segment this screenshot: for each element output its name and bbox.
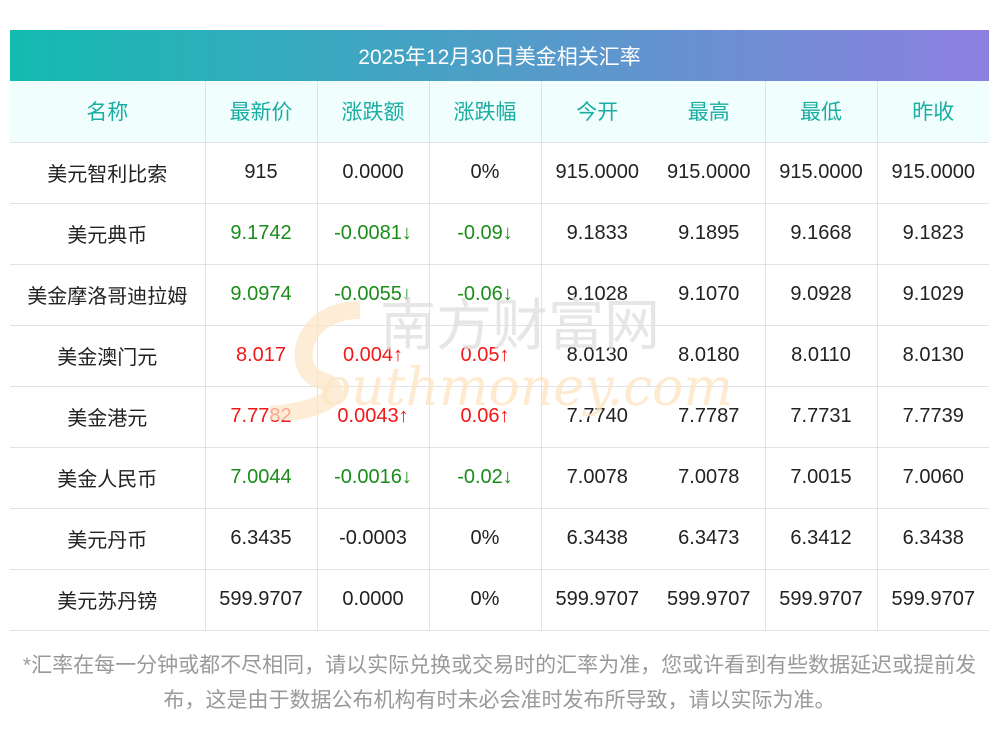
cell-low: 7.7731 [765,386,878,448]
cell-pct: 0% [429,142,542,204]
cell-high: 8.0180 [653,325,766,387]
cell-prev: 599.9707 [877,569,989,631]
header-price: 最新价 [205,81,318,143]
table-row: 美金摩洛哥迪拉姆 9.0974 -0.0055↓ -0.06↓ 9.1028 9.1070… [10,264,989,326]
cell-open: 9.1833 [541,203,653,265]
table-row: 美元苏丹镑 599.9707 0.0000 0% 599.9707 599.9707 599… [10,569,989,631]
cell-low: 9.0928 [765,264,878,326]
cell-high: 9.1070 [653,264,766,326]
cell-price: 7.0044 [205,447,318,509]
cell-high: 915.0000 [653,142,766,204]
cell-low: 6.3412 [765,508,878,570]
header-high: 最高 [653,81,766,143]
cell-open: 7.0078 [541,447,653,509]
cell-name: 美元苏丹镑 [10,569,206,631]
cell-pct: 0.06↑ [429,386,542,448]
cell-name: 美金摩洛哥迪拉姆 [10,264,206,326]
cell-prev: 7.0060 [877,447,989,509]
cell-change: 0.0043↑ [317,386,430,448]
header-change: 涨跌额 [317,81,430,143]
cell-high: 7.0078 [653,447,766,509]
cell-price: 599.9707 [205,569,318,631]
cell-change: -0.0055↓ [317,264,430,326]
cell-pct: 0% [429,508,542,570]
cell-price: 915 [205,142,318,204]
disclaimer-note: *汇率在每一分钟或都不尽相同，请以实际兑换或交易时的汇率为准，您或许看到有些数据… [22,654,977,712]
table-row: 美元典币 9.1742 -0.0081↓ -0.09↓ 9.1833 9.1895 9.16… [10,203,989,265]
cell-price: 9.0974 [205,264,318,326]
header-prev: 昨收 [877,81,989,143]
table-row: 美金人民币 7.0044 -0.0016↓ -0.02↓ 7.0078 7.0078 7.0… [10,447,989,509]
cell-change: 0.0000 [317,142,430,204]
cell-low: 8.0110 [765,325,878,387]
cell-open: 9.1028 [541,264,653,326]
cell-prev: 9.1823 [877,203,989,265]
table-row: 美元智利比索 915 0.0000 0% 915.0000 915.0000 915.000… [10,142,989,204]
cell-name: 美元典币 [10,203,206,265]
cell-name: 美金港元 [10,386,206,448]
cell-high: 6.3473 [653,508,766,570]
table-row: 美元丹币 6.3435 -0.0003 0% 6.3438 6.3473 6.3412 6.3… [10,508,989,570]
cell-change: -0.0081↓ [317,203,430,265]
header-low: 最低 [765,81,878,143]
cell-prev: 7.7739 [877,386,989,448]
cell-open: 8.0130 [541,325,653,387]
cell-low: 599.9707 [765,569,878,631]
table-header-row: 名称 最新价 涨跌额 涨跌幅 今开 最高 最低 昨收 [10,81,989,143]
cell-open: 599.9707 [541,569,653,631]
cell-price: 8.017 [205,325,318,387]
cell-low: 9.1668 [765,203,878,265]
cell-name: 美金澳门元 [10,325,206,387]
cell-price: 7.7782 [205,386,318,448]
cell-pct: -0.02↓ [429,447,542,509]
page-title: 2025年12月30日美金相关汇率 [10,30,989,81]
cell-high: 9.1895 [653,203,766,265]
exchange-rate-table: 名称 最新价 涨跌额 涨跌幅 今开 最高 最低 昨收 美元智利比索 915 0.00… [10,81,989,631]
cell-prev: 8.0130 [877,325,989,387]
table-row: 美金港元 7.7782 0.0043↑ 0.06↑ 7.7740 7.7787 7.7731… [10,386,989,448]
cell-change: -0.0016↓ [317,447,430,509]
cell-open: 6.3438 [541,508,653,570]
cell-pct: 0.05↑ [429,325,542,387]
header-open: 今开 [541,81,653,143]
cell-pct: -0.09↓ [429,203,542,265]
cell-prev: 6.3438 [877,508,989,570]
cell-open: 7.7740 [541,386,653,448]
cell-change: 0.0000 [317,569,430,631]
cell-price: 6.3435 [205,508,318,570]
cell-low: 7.0015 [765,447,878,509]
cell-name: 美元丹币 [10,508,206,570]
cell-prev: 9.1029 [877,264,989,326]
cell-price: 9.1742 [205,203,318,265]
header-pct: 涨跌幅 [429,81,542,143]
cell-low: 915.0000 [765,142,878,204]
cell-high: 599.9707 [653,569,766,631]
cell-pct: 0% [429,569,542,631]
header-name: 名称 [10,81,206,143]
cell-open: 915.0000 [541,142,653,204]
cell-name: 美元智利比索 [10,142,206,204]
cell-change: -0.0003 [317,508,430,570]
cell-name: 美金人民币 [10,447,206,509]
cell-high: 7.7787 [653,386,766,448]
cell-prev: 915.0000 [877,142,989,204]
cell-change: 0.004↑ [317,325,430,387]
table-row: 美金澳门元 8.017 0.004↑ 0.05↑ 8.0130 8.0180 8.0110 8… [10,325,989,387]
cell-pct: -0.06↓ [429,264,542,326]
